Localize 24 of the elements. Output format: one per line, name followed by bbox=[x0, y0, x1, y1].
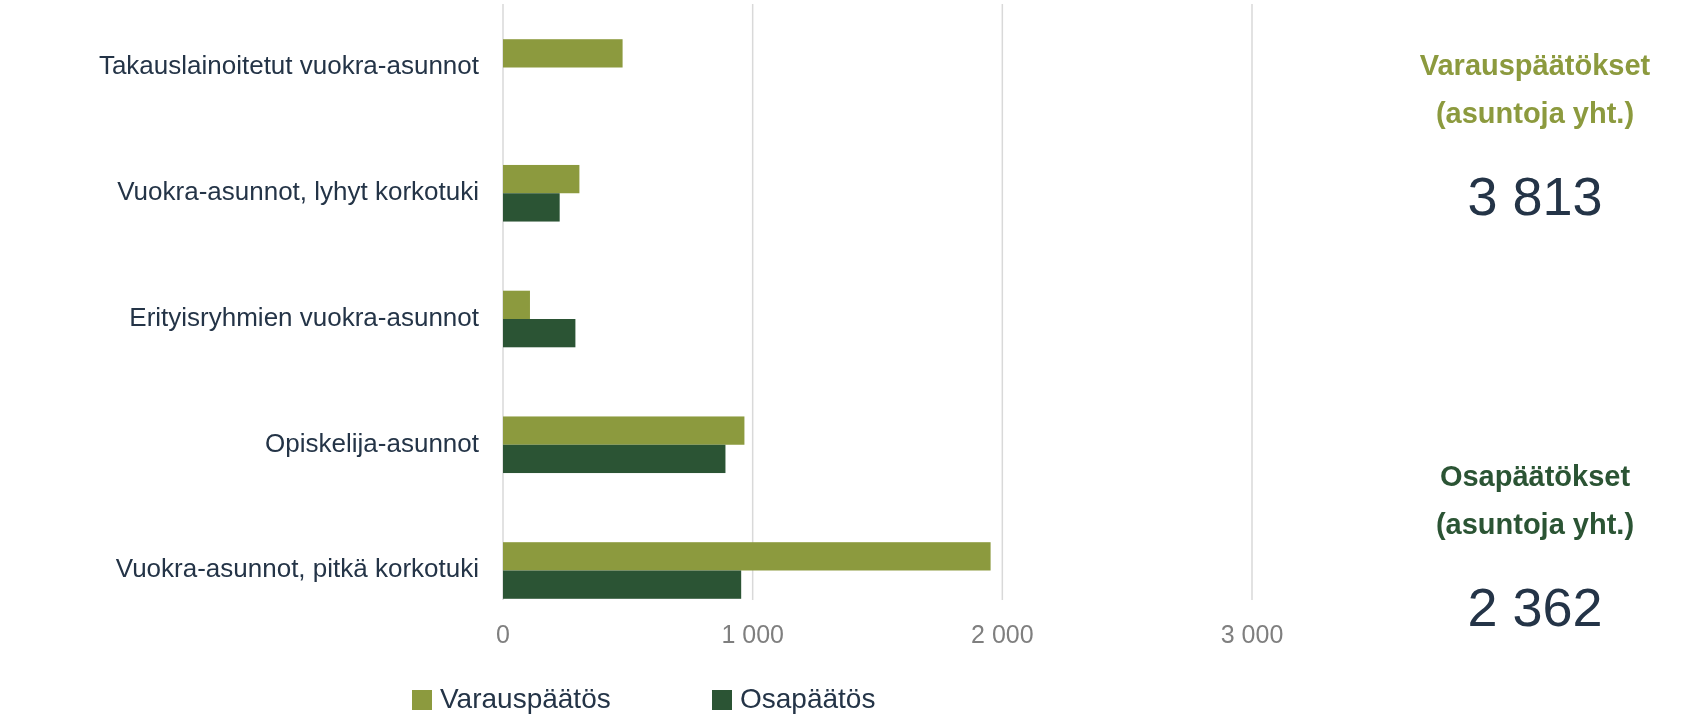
y-tick-label: Vuokra-asunnot, pitkä korkotuki bbox=[115, 553, 479, 584]
bar bbox=[503, 570, 742, 599]
legend-label: Varauspäätös bbox=[440, 683, 611, 715]
text: Osapäätökset (asuntoja yht.) bbox=[1435, 459, 1635, 540]
bar bbox=[503, 193, 560, 222]
y-tick-label: Takauslainoitetut vuokra-asunnot bbox=[98, 50, 480, 81]
x-tick-label: 2 000 bbox=[971, 619, 1034, 648]
bar bbox=[503, 164, 580, 194]
x-tick-label: 3 000 bbox=[1220, 619, 1284, 648]
bar bbox=[503, 542, 991, 571]
bar bbox=[503, 290, 530, 319]
text: 3 813 bbox=[1467, 166, 1603, 227]
y-tick-label: Erityisryhmien vuokra-asunnot bbox=[129, 301, 480, 332]
bar bbox=[503, 444, 726, 474]
text: Varauspäätökset (asuntoja yht.) bbox=[1419, 48, 1651, 129]
bar bbox=[503, 39, 623, 68]
y-tick-label: Vuokra-asunnot, lyhyt korkotuki bbox=[117, 176, 479, 207]
legend-label: Osapäätös bbox=[740, 683, 876, 715]
text: 2 362 bbox=[1467, 577, 1603, 638]
bar bbox=[503, 319, 576, 348]
x-tick-label: 1 000 bbox=[721, 619, 784, 648]
bar bbox=[503, 416, 745, 445]
x-tick-label: 0 bbox=[496, 619, 510, 648]
y-tick-label: Opiskelija-asunnot bbox=[265, 427, 480, 458]
